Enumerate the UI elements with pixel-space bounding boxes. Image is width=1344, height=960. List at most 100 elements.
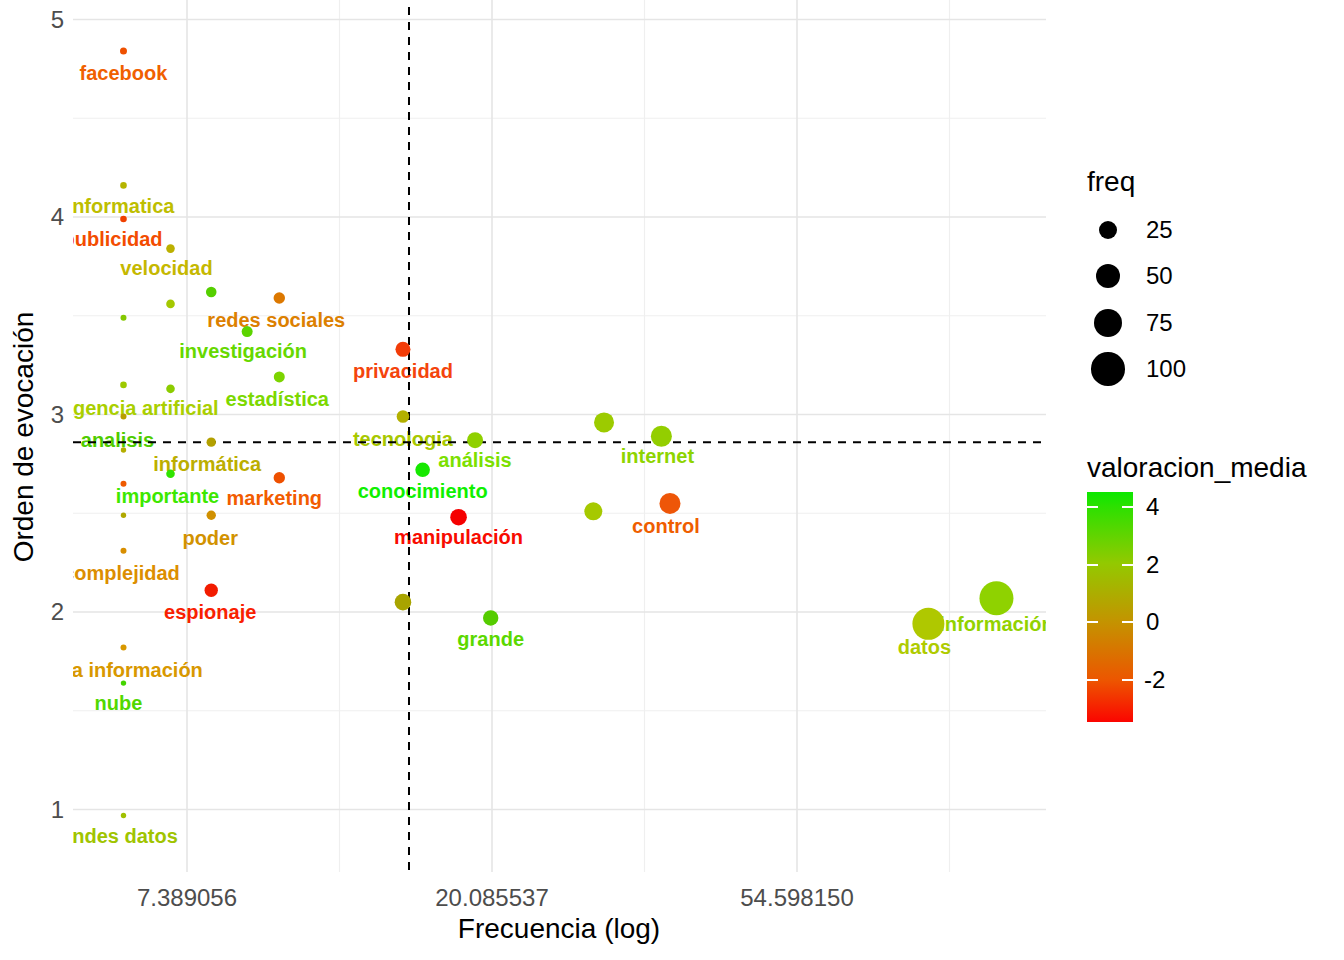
color-legend-tick-label: 4 xyxy=(1146,493,1159,521)
point-label: redes sociales xyxy=(207,309,345,331)
data-point xyxy=(584,502,602,520)
y-tick-label: 5 xyxy=(0,6,64,34)
size-legend-circle xyxy=(1091,352,1124,385)
point-label: investigación xyxy=(179,340,307,362)
size-legend-label: 75 xyxy=(1146,309,1173,337)
size-legend-circle xyxy=(1096,264,1120,288)
data-point xyxy=(415,463,430,478)
point-label: facebook xyxy=(80,62,169,84)
color-legend-tick-mark xyxy=(1087,621,1098,623)
point-label: grandes datos xyxy=(73,825,178,847)
point-label: tecnologia xyxy=(353,428,454,450)
data-point xyxy=(120,48,127,55)
data-point xyxy=(395,342,410,357)
point-label: importante xyxy=(116,485,219,507)
data-point xyxy=(166,385,175,394)
color-legend-tick-label: -2 xyxy=(1144,666,1165,694)
data-point xyxy=(205,584,218,597)
color-legend-tick-mark xyxy=(1122,679,1133,681)
point-label: análisis xyxy=(438,449,511,471)
point-label: publicidad xyxy=(73,228,162,250)
point-label: nube xyxy=(95,692,143,714)
data-point xyxy=(397,410,410,423)
point-label: analisis xyxy=(81,429,154,451)
size-legend-label: 50 xyxy=(1146,262,1173,290)
data-point xyxy=(979,581,1013,615)
scatter-plot-figure: facebook informatica publicidad analisis com… xyxy=(0,0,1344,960)
point-label: la información xyxy=(73,659,203,681)
data-point xyxy=(121,447,126,452)
point-label: conocimiento xyxy=(358,480,488,502)
color-legend-tick-mark xyxy=(1122,621,1133,623)
x-tick-label: 7.389056 xyxy=(137,884,237,912)
data-point xyxy=(120,645,126,651)
color-legend-tick-mark xyxy=(1122,506,1133,508)
data-point xyxy=(120,216,127,223)
point-label: control xyxy=(632,515,700,537)
point-label: privacidad xyxy=(353,360,453,382)
point-label: internet xyxy=(621,445,695,467)
color-legend-tick-mark xyxy=(1087,679,1098,681)
size-legend-title: freq xyxy=(1087,166,1135,198)
point-label: marketing xyxy=(226,487,322,509)
color-legend-gradient-bar xyxy=(1087,492,1133,722)
y-tick-label: 2 xyxy=(0,598,64,626)
x-tick-label: 54.598150 xyxy=(740,884,853,912)
y-axis-title: Orden de evocación xyxy=(4,237,44,637)
color-legend-tick-mark xyxy=(1087,506,1098,508)
data-point xyxy=(594,412,614,432)
point-label: poder xyxy=(182,527,238,549)
data-point xyxy=(274,371,285,382)
y-tick-label: 4 xyxy=(0,203,64,231)
size-legend-label: 25 xyxy=(1146,216,1173,244)
point-label: informatica xyxy=(73,195,175,217)
color-legend-tick-label: 2 xyxy=(1146,551,1159,579)
data-point xyxy=(450,509,467,526)
point-label: grande xyxy=(457,628,524,650)
data-point xyxy=(120,382,127,389)
data-point xyxy=(120,182,127,189)
data-point xyxy=(120,548,126,554)
y-tick-label: 1 xyxy=(0,796,64,824)
data-point xyxy=(207,511,216,520)
point-label: información xyxy=(939,613,1046,635)
point-label: manipulación xyxy=(394,526,523,548)
plot-canvas: facebook informatica publicidad analisis com… xyxy=(73,0,1046,872)
point-label: inteligencia artificial xyxy=(73,397,219,419)
color-legend-tick-mark xyxy=(1087,564,1098,566)
size-legend-circle xyxy=(1094,309,1123,338)
size-legend-circle xyxy=(1099,221,1118,240)
data-point xyxy=(120,315,126,321)
data-point xyxy=(483,610,498,625)
point-label: espionaje xyxy=(164,601,256,623)
data-point xyxy=(166,300,175,309)
point-label: velocidad xyxy=(120,257,212,279)
plot-panel: facebook informatica publicidad analisis com… xyxy=(73,0,1046,872)
color-legend-tick-label: 0 xyxy=(1146,608,1159,636)
y-tick-label: 3 xyxy=(0,401,64,429)
data-point xyxy=(166,244,175,253)
data-point xyxy=(206,287,217,298)
data-point xyxy=(274,292,285,303)
color-legend-title: valoracion_media xyxy=(1087,452,1306,484)
data-point xyxy=(912,608,944,640)
data-point xyxy=(120,481,126,487)
size-legend-label: 100 xyxy=(1146,355,1186,383)
data-point xyxy=(651,426,672,447)
data-point xyxy=(121,513,126,518)
data-point xyxy=(207,437,216,446)
x-tick-label: 20.085537 xyxy=(435,884,548,912)
color-legend-tick-mark xyxy=(1122,564,1133,566)
data-point xyxy=(274,472,285,483)
data-point xyxy=(166,469,175,478)
x-axis-title: Frecuencia (log) xyxy=(458,913,660,945)
data-point xyxy=(121,680,126,685)
point-label: complejidad xyxy=(73,562,180,584)
data-point xyxy=(121,813,126,818)
point-label: estadística xyxy=(226,388,330,410)
data-point xyxy=(242,326,253,337)
data-point xyxy=(395,594,412,611)
data-point xyxy=(120,413,126,419)
data-point xyxy=(659,493,680,514)
data-point xyxy=(467,432,483,448)
